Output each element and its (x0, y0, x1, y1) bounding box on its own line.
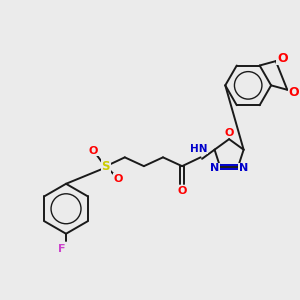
Text: O: O (288, 86, 299, 99)
Text: N: N (239, 163, 248, 173)
Text: O: O (177, 186, 187, 196)
Text: N: N (210, 163, 220, 173)
Text: S: S (101, 160, 110, 173)
Text: O: O (89, 146, 98, 156)
Text: HN: HN (190, 143, 208, 154)
Text: O: O (277, 52, 288, 65)
Text: O: O (224, 128, 234, 138)
Text: O: O (113, 173, 123, 184)
Text: F: F (58, 244, 66, 254)
